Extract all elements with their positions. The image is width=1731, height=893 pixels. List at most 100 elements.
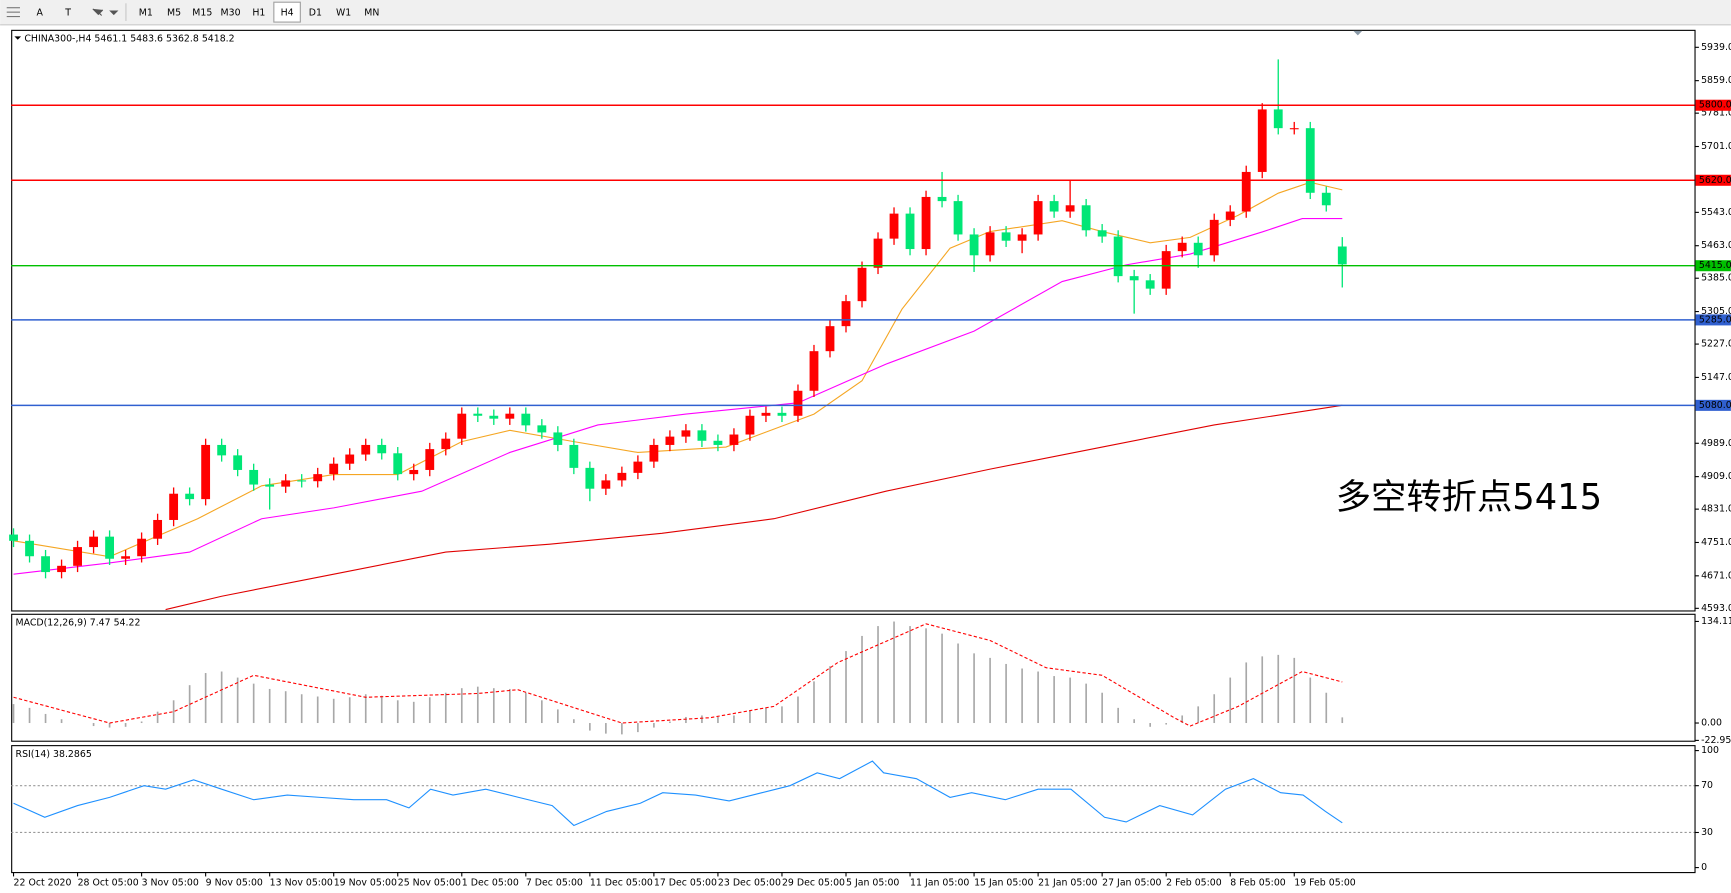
candle-body xyxy=(665,436,675,445)
signal-value: 54.22 xyxy=(114,617,141,628)
candle-body xyxy=(1113,236,1123,277)
level-label: 5620.0 xyxy=(1699,175,1731,186)
moving-average xyxy=(165,404,1343,611)
timeframe-button[interactable]: M15 xyxy=(192,8,212,19)
candle-body xyxy=(169,493,179,520)
candle-body xyxy=(1001,232,1011,241)
candle-body xyxy=(969,234,979,256)
level-label-box xyxy=(1695,314,1731,326)
candle-body xyxy=(73,547,82,566)
candle-body xyxy=(425,449,435,470)
candle-body xyxy=(1177,242,1187,252)
candle-body xyxy=(553,432,563,445)
shapes-icon[interactable] xyxy=(92,8,119,16)
candle-body xyxy=(745,415,755,435)
timeframe-button[interactable]: D1 xyxy=(309,8,322,19)
x-tick-label: 3 Nov 05:00 xyxy=(142,878,199,889)
shift-marker xyxy=(1353,30,1363,36)
candle-body xyxy=(777,412,787,416)
x-tick-label: 1 Dec 05:00 xyxy=(462,878,519,889)
timeframe-button[interactable]: H1 xyxy=(252,8,265,19)
candle-body xyxy=(793,390,803,416)
candle-body xyxy=(1209,219,1219,256)
level-label: 5080.0 xyxy=(1699,400,1731,411)
tool-button[interactable]: T xyxy=(64,8,71,19)
candle-body xyxy=(1193,242,1203,256)
candle-body xyxy=(873,238,883,268)
level-label: 5285.0 xyxy=(1699,314,1731,325)
open-value: 5461.1 xyxy=(94,33,127,44)
symbol: CHINA300-,H4 xyxy=(24,33,91,44)
candle-body xyxy=(9,534,18,541)
y-tick-label: 0.00 xyxy=(1701,718,1722,729)
timeframe-button[interactable]: W1 xyxy=(336,8,351,19)
candle-body xyxy=(1273,109,1283,129)
level-label-box xyxy=(1695,99,1731,111)
candle-body xyxy=(713,440,723,445)
candle-body xyxy=(137,538,147,557)
level-label-box xyxy=(1695,174,1731,186)
candle-body xyxy=(1289,128,1299,130)
y-tick-label: 4751.0 xyxy=(1701,537,1731,548)
candle-body xyxy=(1241,171,1251,212)
timeframe-button[interactable]: H4 xyxy=(281,8,294,19)
rsi-panel xyxy=(11,745,1696,874)
y-tick-label: 4989.0 xyxy=(1701,438,1731,449)
y-tick-label: 134.11 xyxy=(1701,616,1731,627)
x-tick-label: 25 Nov 05:00 xyxy=(398,878,461,889)
high-value: 5483.6 xyxy=(130,33,163,44)
x-tick-label: 11 Jan 05:00 xyxy=(910,878,969,889)
y-tick-label: 4671.0 xyxy=(1701,570,1731,581)
candle-body xyxy=(889,213,899,239)
candle-body xyxy=(489,415,499,419)
x-tick-label: 28 Oct 05:00 xyxy=(78,878,139,889)
y-tick-label: 0 xyxy=(1701,862,1707,873)
candle-body xyxy=(1129,276,1139,281)
candle-body xyxy=(89,536,98,548)
y-tick-label: 100 xyxy=(1701,745,1719,756)
candle-body xyxy=(281,480,291,487)
y-tick-label: 5781.0 xyxy=(1701,108,1731,119)
y-tick-label: 4909.0 xyxy=(1701,471,1731,482)
x-tick-label: 13 Nov 05:00 xyxy=(270,878,333,889)
candle-body xyxy=(457,413,467,439)
timeframe-button[interactable]: M1 xyxy=(139,8,153,19)
candle-body xyxy=(233,455,243,470)
candle-body xyxy=(649,444,659,462)
candle-body xyxy=(1081,205,1091,231)
candle-body xyxy=(921,196,931,250)
rsi-value: 38.2865 xyxy=(53,748,92,759)
x-tick-label: 21 Jan 05:00 xyxy=(1038,878,1097,889)
candle-body xyxy=(297,480,307,482)
y-tick-label: 5859.0 xyxy=(1701,75,1731,86)
timeframe-button[interactable]: M5 xyxy=(167,8,181,19)
candle-body xyxy=(57,565,66,573)
tool-button[interactable]: A xyxy=(37,8,44,19)
candle-body xyxy=(601,480,611,489)
x-tick-label: 19 Nov 05:00 xyxy=(334,878,397,889)
candle-body xyxy=(121,556,131,559)
x-tick-label: 8 Feb 05:00 xyxy=(1230,878,1286,889)
candle-body xyxy=(441,438,451,450)
candle-body xyxy=(1305,128,1315,193)
y-tick-label: 4593.0 xyxy=(1701,603,1731,614)
macd-value: 7.47 xyxy=(90,617,111,628)
candle-body xyxy=(857,267,867,302)
candle-body xyxy=(505,413,515,419)
candle-body xyxy=(25,540,34,557)
timeframe-button[interactable]: MN xyxy=(364,8,379,19)
candle-body xyxy=(521,413,531,426)
candle-body xyxy=(217,444,227,456)
candle-body xyxy=(185,493,195,500)
candle-body xyxy=(1049,201,1059,212)
candle-body xyxy=(377,444,387,454)
candle-body xyxy=(249,469,259,485)
candle-body xyxy=(1033,201,1043,235)
timeframe-button[interactable]: M30 xyxy=(221,8,241,19)
candle-body xyxy=(473,413,483,416)
grid-icon xyxy=(6,7,20,18)
x-tick-label: 11 Dec 05:00 xyxy=(590,878,653,889)
